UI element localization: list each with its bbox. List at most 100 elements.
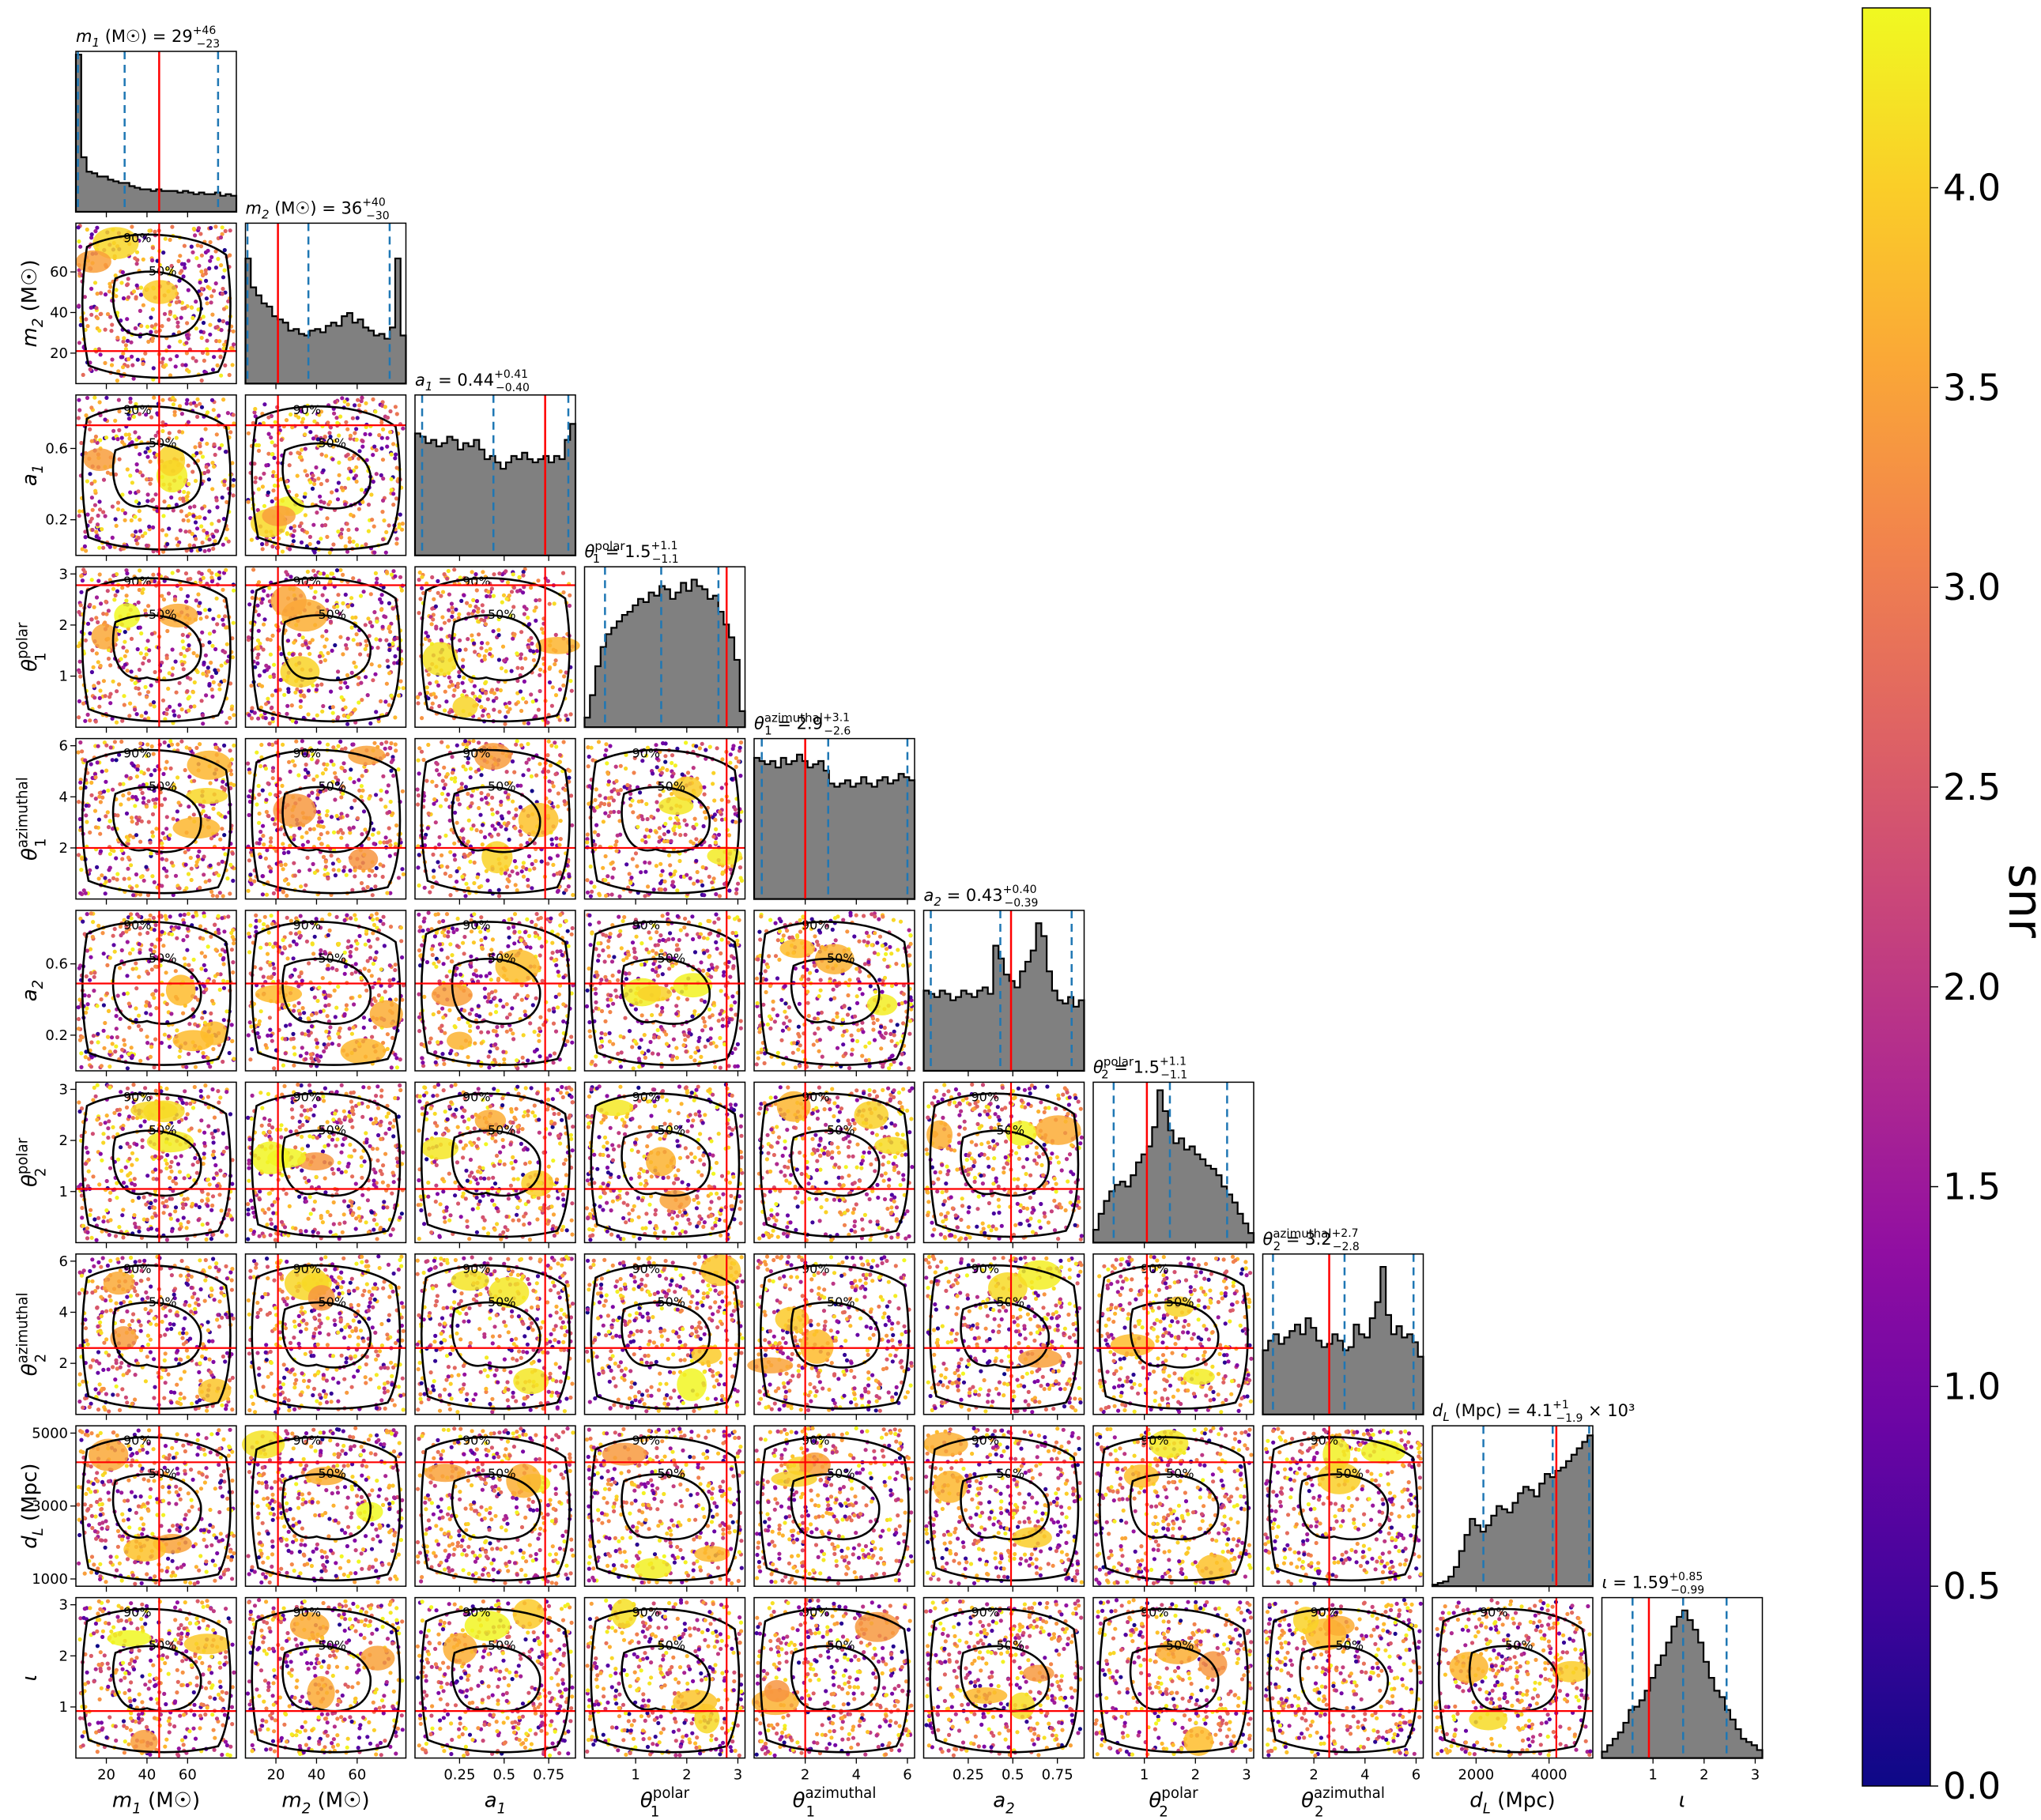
sample-point [96,347,101,352]
sample-point [280,783,285,789]
sample-point [115,437,120,442]
sample-point [168,357,173,362]
sample-point [105,1034,111,1039]
sample-point [266,593,270,598]
sample-point [214,338,219,344]
sample-point [143,351,148,356]
sample-point [102,789,107,794]
sample-point [120,492,125,497]
sample-point [203,880,208,884]
sample-point [379,797,383,802]
sample-point [133,707,138,712]
sample-point [311,473,315,478]
sample-point [270,499,274,504]
sample-point [126,416,131,421]
sample-point [183,850,187,854]
sample-point [458,648,462,653]
sample-point [177,404,183,409]
sample-point [192,680,197,685]
sample-point [560,571,566,575]
sample-point [219,443,224,448]
sample-point [142,236,147,240]
sample-point [328,579,333,584]
sample-point [221,286,225,292]
sample-point [379,741,384,746]
sample-point [206,669,211,674]
sample-point [605,761,609,766]
sample-point [657,839,662,844]
sample-point [178,528,183,533]
sample-point [125,283,130,288]
sample-point [99,997,104,1002]
sample-point [628,880,633,885]
sample-point [360,499,365,504]
contour-50 [111,270,202,338]
sample-point [379,446,384,451]
sample-point [108,852,112,857]
sample-point [146,658,151,663]
sample-point [691,766,696,771]
sample-point [136,1023,141,1028]
high-snr-cluster [349,848,379,871]
sample-point [447,618,451,623]
sample-point [257,682,262,687]
sample-point [199,286,204,292]
sample-point [187,774,192,779]
sample-point [327,431,332,435]
sample-point [734,756,739,760]
sample-point [96,1040,100,1045]
sample-point [168,302,172,307]
sample-point [302,694,307,699]
sample-point [124,811,130,816]
sample-point [485,801,489,805]
sample-point [551,862,556,867]
sample-point [226,539,231,544]
sample-point [380,624,385,629]
sample-point [357,507,361,511]
sample-point [95,760,100,765]
sample-point [453,810,458,815]
sample-point [290,425,295,430]
sample-point [92,281,98,285]
sample-point [249,537,254,542]
sample-point [123,432,128,437]
sample-point [707,874,711,879]
sample-point [119,435,124,440]
sample-point [177,278,182,283]
sample-point [93,825,98,830]
sample-point [526,877,530,882]
sample-point [160,324,164,329]
sample-point [341,601,345,606]
sample-point [119,802,123,807]
sample-point [513,826,518,831]
sample-point [282,878,288,883]
sample-point [159,1041,164,1046]
sample-point [106,1008,111,1013]
sample-point [262,589,266,593]
sample-point [435,762,440,767]
sample-point [466,760,470,765]
sample-point [134,250,140,254]
sample-point [571,892,575,898]
sample-point [271,674,276,680]
sample-point [303,469,307,473]
sample-point [678,833,683,838]
sample-point [553,740,557,745]
sample-point [352,660,357,665]
sample-point [594,787,598,792]
sample-point [77,609,81,615]
sample-point [84,1010,89,1015]
sample-point [359,488,364,492]
sample-point [345,636,350,641]
sample-point [712,798,717,803]
sample-point [330,710,335,715]
sample-point [332,411,337,416]
sample-point [150,874,155,879]
sample-point [98,438,103,443]
sample-point [200,506,205,511]
sample-point [118,966,123,970]
sample-point [389,477,394,481]
sample-point [207,266,212,271]
sample-point [601,820,606,824]
sample-point [215,505,220,510]
